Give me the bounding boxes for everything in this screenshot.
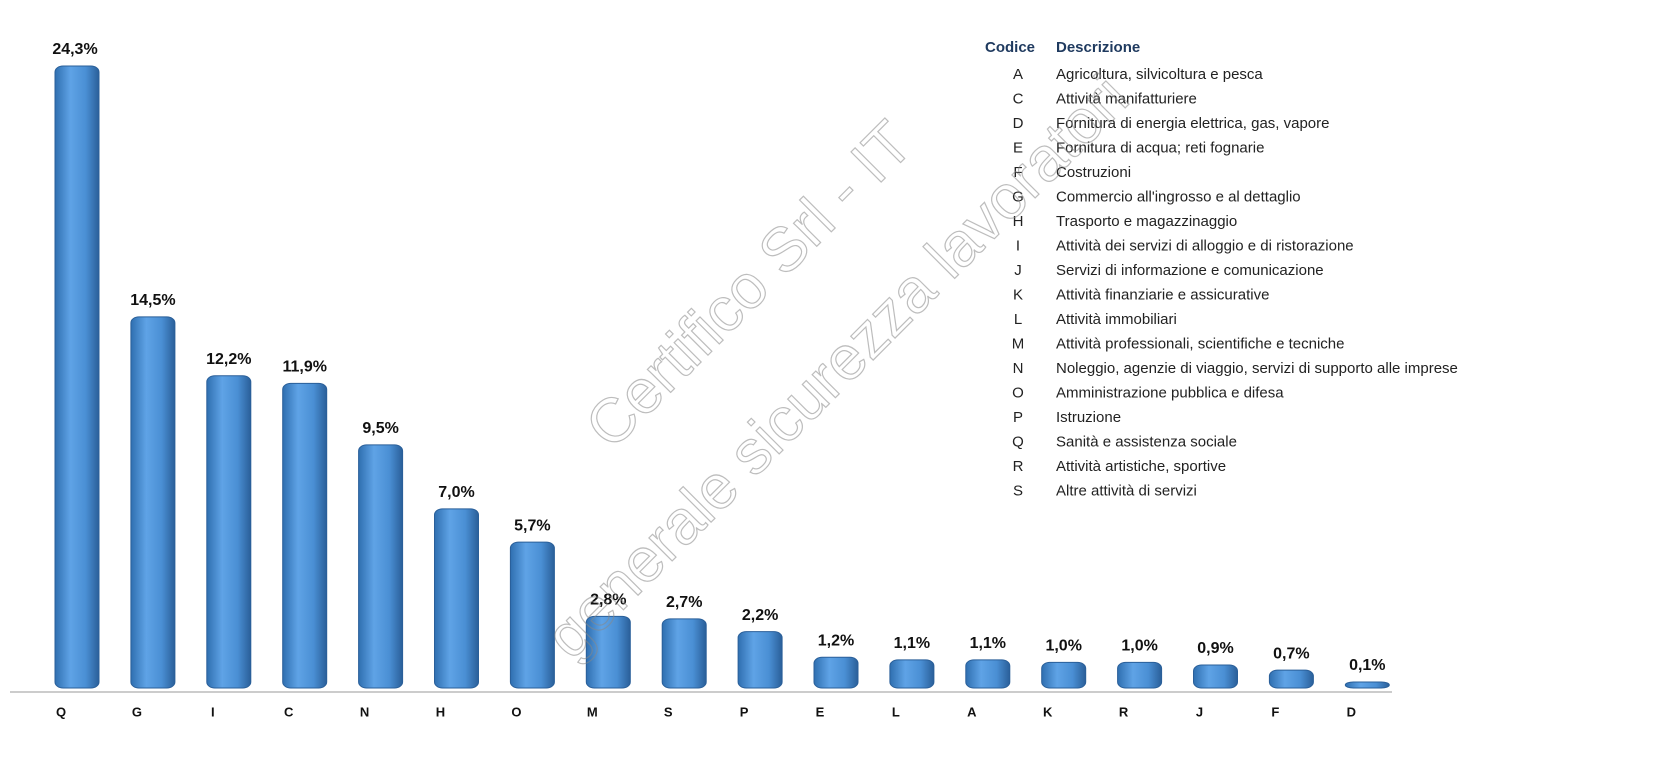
bar [737,631,783,689]
legend-description: Attività artistiche, sportive [1056,458,1226,475]
bar [661,618,707,689]
value-label: 24,3% [52,41,97,58]
value-label: 12,2% [206,351,251,368]
bar [813,656,859,689]
legend-description: Fornitura di energia elettrica, gas, vap… [1056,115,1329,132]
x-tick-label: H [436,704,445,719]
legend-code: D [1013,115,1024,132]
value-label: 2,7% [666,594,702,611]
value-label: 11,9% [282,359,326,376]
legend-code: S [1013,482,1023,499]
legend-header: Descrizione [1056,39,1140,56]
legend-description: Commercio all'ingrosso e al dettaglio [1056,188,1301,205]
value-label: 2,2% [742,607,778,624]
value-label: 0,1% [1349,657,1385,674]
legend-code: J [1014,262,1022,279]
bar [1117,661,1163,689]
bar [1193,664,1238,689]
bar [1344,681,1390,689]
bar [206,375,252,689]
x-tick-label: Q [56,704,66,719]
value-label: 0,7% [1273,645,1309,662]
bar [889,659,935,689]
legend-description: Attività professionali, scientifiche e t… [1056,335,1344,352]
x-tick-label: S [664,704,673,719]
value-label: 14,5% [130,292,175,309]
legend-code: K [1013,286,1023,303]
legend-description: Fornitura di acqua; reti fognarie [1056,139,1264,156]
x-tick-label: M [587,704,598,719]
legend-code: A [1013,66,1023,83]
bar [282,382,328,689]
x-tick-label: P [740,704,749,719]
legend-description: Attività immobiliari [1056,311,1177,328]
legend-code: P [1013,409,1023,426]
legend-code: H [1013,213,1024,230]
x-tick-label: L [892,704,900,719]
value-label: 1,0% [1045,638,1081,655]
value-label: 1,1% [970,635,1006,652]
legend-code: M [1012,335,1025,352]
legend-header: Codice [985,39,1035,56]
legend-description: Altre attività di servizi [1056,482,1197,499]
bar [585,615,631,689]
legend-description: Agricoltura, silvicoltura e pesca [1056,66,1263,83]
value-label: 9,5% [362,420,398,437]
bar [1268,669,1314,689]
value-label: 1,2% [818,633,854,650]
x-tick-label: A [967,704,977,719]
x-tick-label: R [1119,704,1129,719]
legend-description: Attività manifatturiere [1056,90,1197,107]
value-label: 1,0% [1121,638,1157,655]
bar [434,508,479,689]
value-label: 1,1% [894,635,930,652]
x-tick-label: N [360,704,369,719]
bar [54,65,100,689]
bar [358,444,404,689]
legend-description: Noleggio, agenzie di viaggio, servizi di… [1056,360,1458,377]
value-label: 5,7% [514,517,550,534]
legend-description: Attività finanziarie e assicurative [1056,286,1269,303]
x-tick-label: I [211,704,215,719]
legend-description: Servizi di informazione e comunicazione [1056,262,1324,279]
x-tick-label: G [132,704,142,719]
legend-code: G [1012,188,1024,205]
legend-code: C [1013,90,1024,107]
legend-code: O [1012,384,1024,401]
legend-code: E [1013,139,1023,156]
value-label: 7,0% [438,484,474,501]
bar [130,316,176,689]
legend-description: Costruzioni [1056,164,1131,181]
legend-description: Sanità e assistenza sociale [1056,433,1237,450]
legend-code: R [1013,458,1024,475]
legend-code: N [1013,360,1024,377]
x-tick-label: D [1347,704,1356,719]
x-tick-label: E [816,704,825,719]
legend-description: Amministrazione pubblica e difesa [1056,384,1284,401]
legend-description: Istruzione [1056,409,1121,426]
legend-code: Q [1012,433,1024,450]
x-tick-label: K [1043,704,1053,719]
legend-code: I [1016,237,1020,254]
bar [1041,661,1087,689]
bar [965,659,1011,689]
legend-description: Trasporto e magazzinaggio [1056,213,1237,230]
x-tick-label: O [511,704,521,719]
x-tick-label: J [1196,704,1203,719]
x-tick-label: C [284,704,294,719]
legend-description: Attività dei servizi di alloggio e di ri… [1056,237,1354,254]
legend-code: L [1014,311,1022,328]
x-tick-label: F [1271,704,1279,719]
value-label: 2,8% [590,592,626,609]
legend-code: F [1013,164,1022,181]
value-label: 0,9% [1197,640,1233,657]
bar [509,541,555,689]
